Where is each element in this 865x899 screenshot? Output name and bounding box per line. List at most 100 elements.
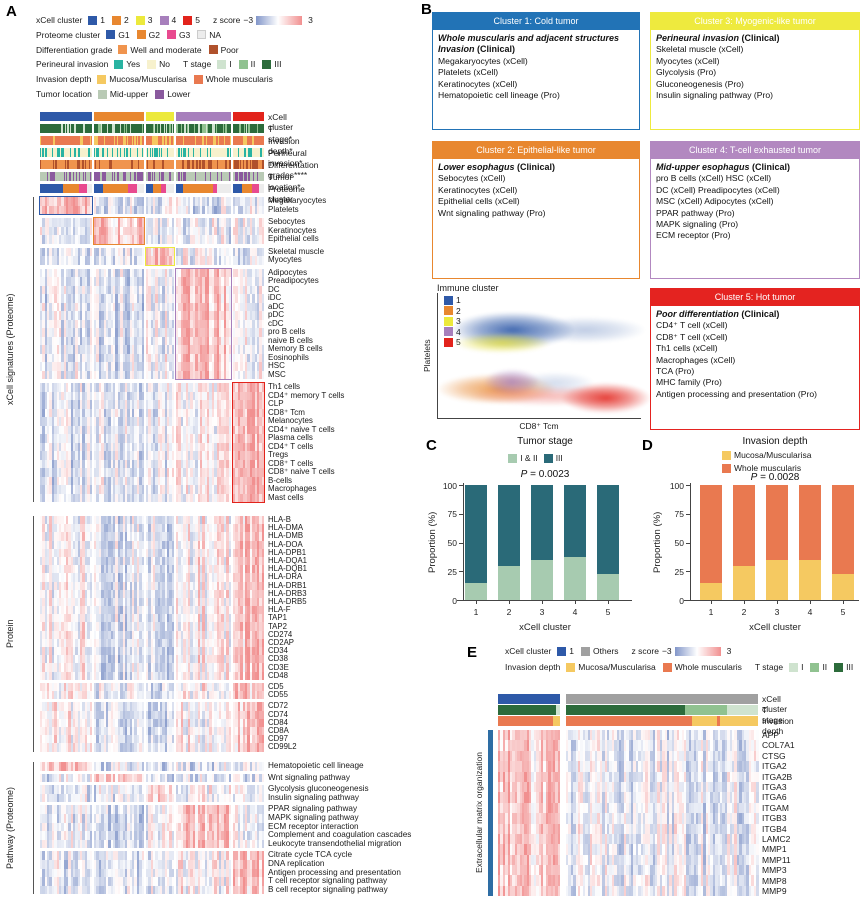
bar-segment-bottom bbox=[531, 559, 553, 600]
density-y-axis bbox=[437, 293, 439, 419]
heatmap-row-labels: Sebocytes Keratinocytes Epithelial cells bbox=[268, 217, 319, 244]
heatmap-block bbox=[94, 197, 144, 214]
row-label: ECM receptor interaction bbox=[268, 821, 359, 831]
annotation-track-block bbox=[40, 112, 93, 121]
cluster-box-item: Antigen processing and presentation (Pro… bbox=[656, 388, 817, 399]
annotation-track-block bbox=[176, 148, 232, 157]
cluster-box-item: pro B cells (xCell) HSC (xCell) bbox=[656, 173, 772, 184]
row-label: CD8⁺ T cells bbox=[268, 458, 314, 468]
annotation-track-block bbox=[146, 124, 175, 133]
heatmap-block bbox=[40, 683, 92, 700]
annotation-track-block bbox=[176, 136, 232, 145]
heatmap-row-labels: Glycolysis gluconeogenesis Insulin signal… bbox=[268, 785, 369, 802]
section-bracket bbox=[33, 197, 34, 502]
x-tick bbox=[476, 600, 478, 604]
legend-color-chip bbox=[238, 59, 248, 69]
row-label: DC bbox=[268, 284, 280, 294]
panel-d-label: D bbox=[642, 437, 653, 454]
row-label: B-cells bbox=[268, 475, 293, 485]
legend-color-chip bbox=[114, 59, 124, 69]
heatmap-block bbox=[146, 702, 174, 752]
heatmap-block bbox=[233, 702, 265, 752]
heatmap-block bbox=[233, 762, 265, 771]
x-tick-label: 1 bbox=[708, 607, 714, 617]
cluster-box-clinical: Mid-upper esophagus (Clinical) bbox=[656, 162, 791, 172]
annotation-track-label: T stage* bbox=[268, 123, 293, 144]
bar-segment-top bbox=[832, 485, 854, 574]
row-label: B cell receptor signaling pathway bbox=[268, 884, 388, 894]
heatmap-block bbox=[233, 683, 265, 700]
heatmap-block bbox=[176, 516, 231, 680]
row-label: Preadipocytes bbox=[268, 276, 319, 285]
row-label: Memory B cells bbox=[268, 344, 323, 353]
cluster-box: Cluster 1: Cold tumor Whole muscularis an… bbox=[432, 12, 640, 130]
cluster-box-clinical: Poor differentiation (Clinical) bbox=[656, 309, 780, 319]
cluster-box-item: Myocytes (xCell) bbox=[656, 55, 720, 66]
row-label: Keratinocytes bbox=[268, 225, 317, 235]
heatmap-block bbox=[176, 785, 231, 803]
x-axis bbox=[457, 600, 632, 602]
heatmap-block bbox=[40, 762, 92, 771]
cluster-box-header: Cluster 3: Myogenic-like tumor bbox=[651, 13, 859, 30]
annotation-track-block bbox=[94, 136, 144, 145]
annotation-track-block bbox=[233, 124, 264, 133]
annotation-track-label: Tumor location* bbox=[268, 171, 301, 192]
bar-segment-bottom bbox=[564, 557, 586, 600]
annotation-track-block bbox=[233, 160, 264, 169]
annotation-track-block bbox=[566, 716, 758, 726]
heatmap-row-labels: Adipocytes Preadipocytes DC iDC aDC pDC cDC pro… bbox=[268, 267, 323, 380]
row-label: CD2AP bbox=[268, 638, 294, 648]
heatmap-block bbox=[40, 247, 92, 265]
row-label: Plasma cells bbox=[268, 433, 313, 442]
legend-color-chip bbox=[834, 662, 844, 672]
row-label: Insulin signaling pathway bbox=[268, 792, 360, 802]
heatmap-row-labels: CD72 CD74 CD84 CD8A CD97 CD99L2 bbox=[268, 702, 297, 751]
heatmap-block bbox=[94, 247, 144, 265]
row-label: Adipocytes bbox=[268, 267, 308, 277]
legend-label: Perineural invasion bbox=[36, 59, 109, 70]
cluster-box-item: Glycolysis (Pro) bbox=[656, 67, 717, 78]
density-blob bbox=[455, 333, 550, 353]
row-label: CD74 bbox=[268, 709, 288, 719]
row-label: pro B cells bbox=[268, 327, 306, 336]
legend-color-chip bbox=[147, 59, 157, 69]
section-label-protein: Protein bbox=[5, 619, 15, 649]
annotation-track-label: T stage bbox=[762, 705, 783, 725]
legend-color-chip bbox=[508, 453, 518, 463]
annotation-track-block bbox=[146, 112, 175, 121]
legend-color-chip bbox=[97, 89, 107, 99]
heatmap-block bbox=[40, 805, 92, 849]
heatmap-block bbox=[146, 683, 174, 700]
x-tick bbox=[575, 600, 577, 604]
cluster-box: Cluster 4: T-cell exhausted tumor Mid-upp… bbox=[650, 141, 860, 279]
row-label: ITGB4 bbox=[762, 823, 787, 834]
legend-color-chip bbox=[662, 662, 672, 672]
row-label: CD8⁺ Tcm bbox=[268, 407, 305, 417]
row-label: Mast cells bbox=[268, 492, 304, 502]
row-label: CD34 bbox=[268, 646, 288, 656]
y-axis-label: Proportion (%) bbox=[427, 511, 438, 574]
row-label: PPAR signaling pathway bbox=[268, 804, 358, 814]
x-tick bbox=[744, 600, 746, 604]
annotation-track-block bbox=[146, 184, 175, 193]
heatmap-block bbox=[94, 516, 144, 680]
annotation-track-block bbox=[233, 112, 264, 121]
annotation-track-block bbox=[40, 136, 93, 145]
heatmap-block bbox=[233, 268, 265, 379]
density-y-label: Platelets bbox=[422, 339, 432, 373]
row-label: Skeletal muscle bbox=[268, 246, 325, 256]
legend-color-chip bbox=[810, 662, 820, 672]
bar-segment-bottom bbox=[733, 565, 755, 600]
row-label: ITGAM bbox=[762, 802, 789, 813]
heatmap-row-labels: HLA-B HLA-DMA HLA-DMB HLA-DOA HLA-DPB1 HLA-DQ… bbox=[268, 515, 307, 680]
row-label: MMP3 bbox=[762, 865, 787, 876]
x-tick bbox=[509, 600, 511, 604]
row-label: TAP2 bbox=[268, 621, 287, 631]
legend-label: Tumor location bbox=[36, 89, 92, 99]
y-tick-label: 0 bbox=[452, 595, 457, 606]
cluster-box-item: Wnt signaling pathway (Pro) bbox=[438, 207, 546, 218]
x-tick bbox=[843, 600, 845, 604]
row-label: CLP bbox=[268, 399, 284, 408]
cluster-box-item: Gluconeogenesis (Pro) bbox=[656, 78, 744, 89]
row-label: COL7A1 bbox=[762, 740, 795, 751]
